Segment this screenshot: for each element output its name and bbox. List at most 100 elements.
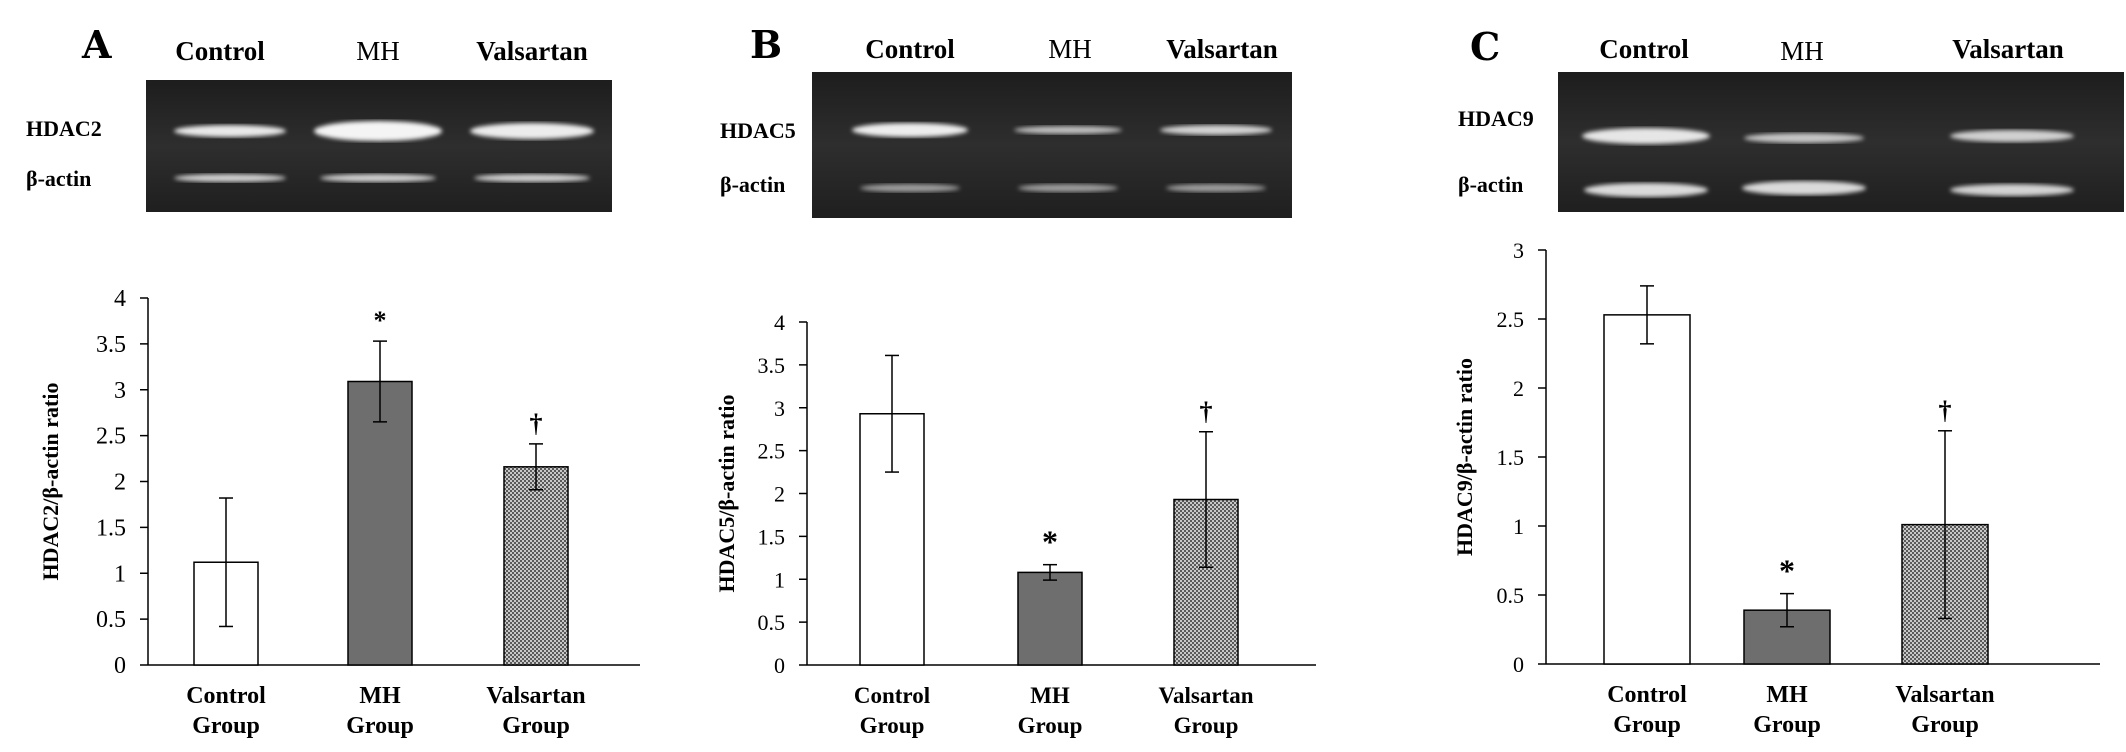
western-blot-image — [812, 72, 1292, 218]
category-label: Group — [1911, 712, 1979, 738]
bar-chart-a: 0 0.5 1 1.5 2 2.5 3 3.5 4 HDAC2/β-actin ratio Cont… — [38, 286, 640, 739]
bar — [1017, 571, 1083, 666]
band — [1166, 184, 1266, 192]
y-tick-label: 3 — [114, 378, 126, 404]
lane-label-control: Control — [865, 34, 955, 64]
category-label: MH — [1766, 682, 1808, 708]
significance-mark: * — [1042, 524, 1058, 560]
y-tick-label: 0 — [774, 653, 785, 678]
y-tick-label: 4 — [774, 310, 785, 335]
band — [1018, 184, 1118, 192]
blot-bands — [852, 123, 1272, 192]
band — [314, 121, 442, 141]
lane-label-control: Control — [175, 36, 265, 66]
y-tick-label: 0.5 — [96, 607, 126, 633]
category-label: Group — [1018, 713, 1083, 738]
bar — [503, 466, 569, 666]
lane-label-valsartan: Valsartan — [476, 36, 588, 66]
panel-c: C Control MH Valsartan HDAC9 β-actin 0 0.… — [1420, 0, 2126, 752]
lane-label-mh: MH — [1780, 36, 1824, 66]
lane-label-valsartan: Valsartan — [1166, 34, 1278, 64]
blot-bands — [174, 121, 594, 182]
y-tick-label: 1 — [114, 561, 126, 587]
category-label: MH — [359, 683, 401, 709]
y-axis-label: HDAC2/β-actin ratio — [38, 383, 63, 581]
band — [470, 123, 594, 139]
band — [1742, 181, 1866, 195]
band — [1744, 133, 1864, 143]
category-label: Group — [860, 713, 925, 738]
y-tick-label: 3 — [1513, 238, 1524, 263]
y-tick-label: 2 — [114, 470, 126, 496]
y-tick-label: 0 — [114, 653, 126, 679]
band — [174, 174, 286, 182]
category-label: Valsartan — [486, 683, 585, 709]
category-label: Group — [346, 713, 414, 739]
bar — [1603, 314, 1691, 665]
significance-mark: † — [1200, 397, 1213, 426]
y-axis-label: HDAC9/β-actin ratio — [1452, 358, 1477, 556]
category-label: Control — [854, 683, 930, 708]
western-blot-image — [1558, 72, 2124, 212]
y-tick-label: 1 — [1513, 514, 1524, 539]
y-tick-label: 2 — [1513, 376, 1524, 401]
category-label: Group — [1174, 713, 1239, 738]
category-label: MH — [1030, 683, 1070, 708]
y-axis-label: HDAC5/β-actin ratio — [714, 395, 739, 593]
significance-mark: * — [1779, 553, 1795, 589]
band — [320, 174, 436, 182]
y-tick-label: 1 — [774, 567, 785, 592]
category-label: Group — [502, 713, 570, 739]
category-label: Group — [1613, 712, 1681, 738]
y-tick-label: 2.5 — [1497, 307, 1525, 332]
lane-label-mh: MH — [1048, 34, 1092, 64]
significance-mark: † — [1939, 396, 1952, 425]
significance-mark: † — [530, 409, 543, 438]
bar-chart-c: 0 0.5 1 1.5 2 2.5 3 HDAC9/β-actin ratio Control G… — [1452, 238, 2100, 738]
category-label: Valsartan — [1159, 683, 1254, 708]
panel-label: B — [750, 22, 783, 67]
band — [1582, 128, 1710, 144]
category-label: Control — [1607, 682, 1687, 708]
category-label: Control — [186, 683, 266, 709]
band — [852, 123, 968, 137]
blot-row-actin: β-actin — [720, 172, 786, 197]
blot-row-actin: β-actin — [1458, 172, 1524, 197]
panel-label: C — [1470, 24, 1501, 69]
y-tick-label: 3 — [774, 396, 785, 421]
category-label: Group — [1753, 712, 1821, 738]
bar — [347, 380, 413, 666]
y-tick-label: 0.5 — [758, 610, 786, 635]
y-tick-label: 0 — [1513, 652, 1524, 677]
band — [1584, 183, 1708, 197]
y-tick-label: 0.5 — [1497, 583, 1525, 608]
western-blot-image — [146, 80, 612, 212]
y-tick-label: 1.5 — [96, 515, 126, 541]
panel-b: B Control MH Valsartan HDAC5 β-actin 0 0.… — [710, 0, 1420, 752]
band — [1160, 125, 1272, 135]
band — [1950, 130, 2074, 142]
band — [1950, 184, 2074, 196]
y-tick-label: 2 — [774, 482, 785, 507]
blot-row-target: HDAC9 — [1458, 106, 1534, 131]
y-tick-label: 2.5 — [758, 439, 786, 464]
panel-a: A Control MH Valsartan HDAC2 β-actin 0 0.… — [0, 0, 710, 752]
y-tick-label: 3.5 — [758, 353, 786, 378]
band — [860, 184, 960, 192]
blot-row-actin: β-actin — [26, 166, 92, 191]
significance-mark: * — [374, 306, 387, 335]
lane-label-mh: MH — [356, 36, 400, 66]
y-tick-label: 1.5 — [1497, 445, 1525, 470]
y-tick-label: 2.5 — [96, 424, 126, 450]
band — [474, 174, 590, 182]
blot-row-target: HDAC5 — [720, 118, 796, 143]
blot-bands — [1582, 128, 2074, 197]
category-label: Valsartan — [1895, 682, 1994, 708]
category-label: Group — [192, 713, 260, 739]
bar-chart-b: 0 0.5 1 1.5 2 2.5 3 3.5 4 HDAC5/β-actin ratio Cont… — [714, 310, 1316, 738]
y-tick-label: 3.5 — [96, 332, 126, 358]
lane-label-valsartan: Valsartan — [1952, 34, 2064, 64]
blot-row-target: HDAC2 — [26, 116, 102, 141]
band — [1014, 126, 1122, 134]
lane-label-control: Control — [1599, 34, 1689, 64]
